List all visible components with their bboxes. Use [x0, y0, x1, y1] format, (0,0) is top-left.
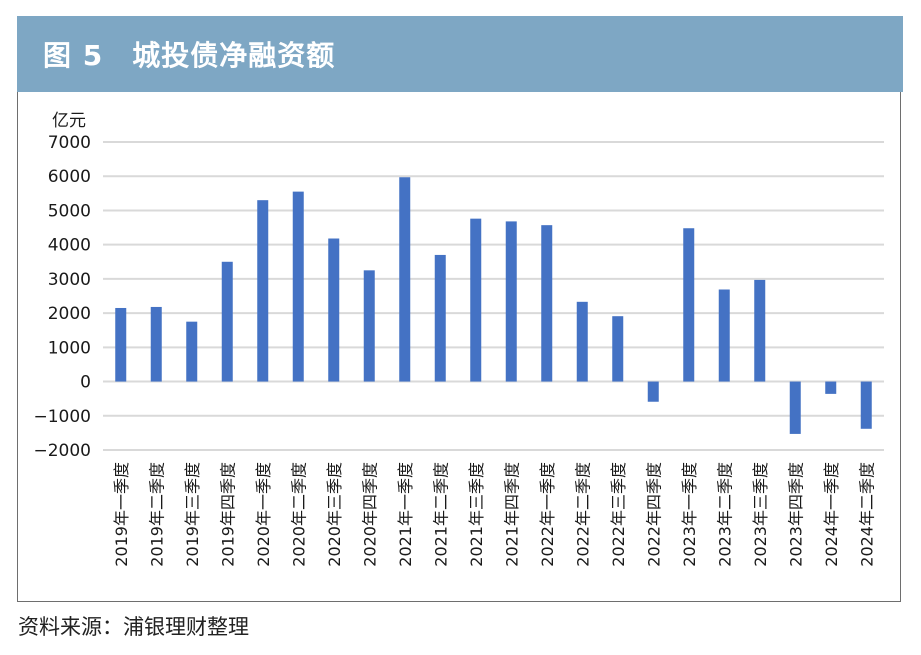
x-tick-label: 2023年一季度 — [680, 462, 699, 567]
bar — [470, 218, 482, 382]
x-tick-label: 2020年二季度 — [289, 462, 308, 567]
bar — [221, 261, 233, 382]
x-tick-label: 2022年一季度 — [538, 462, 557, 567]
bar — [718, 289, 730, 382]
gridlines — [103, 141, 884, 451]
x-tick-label: 2019年一季度 — [112, 462, 131, 567]
x-tick-label: 2022年三季度 — [609, 462, 628, 567]
bar — [150, 306, 162, 382]
bar — [328, 238, 340, 382]
x-tick-label: 2024年二季度 — [857, 462, 876, 567]
bar — [399, 177, 411, 382]
x-tick-label: 2020年三季度 — [325, 462, 344, 567]
figure-header: 图 5 城投债净融资额 — [17, 16, 903, 92]
x-tick-label: 2022年四季度 — [644, 462, 663, 567]
x-tick-label: 2021年二季度 — [431, 462, 450, 567]
bar — [257, 200, 269, 382]
bar — [754, 279, 766, 382]
y-tick-label: 5000 — [48, 201, 91, 221]
bar — [186, 321, 198, 382]
x-tick-label: 2021年一季度 — [396, 462, 415, 567]
bar — [860, 381, 872, 429]
y-tick-label: −2000 — [33, 441, 91, 461]
bar — [683, 228, 695, 382]
x-axis-labels: 2019年一季度 2019年二季度 2019年三季度 2019年四季度 2020年一季度… — [112, 462, 877, 567]
bar — [647, 381, 659, 402]
y-tick-label: 7000 — [48, 133, 91, 153]
bar — [363, 270, 375, 382]
bar — [612, 316, 624, 382]
bar — [825, 381, 837, 394]
y-tick-label: 6000 — [48, 167, 91, 187]
x-tick-label: 2024年一季度 — [822, 462, 841, 567]
bars — [115, 177, 872, 434]
bar — [541, 225, 553, 382]
y-axis-ticks: 7000 6000 5000 4000 3000 2000 1000 0 −1000 −2000 — [33, 133, 91, 461]
x-tick-label: 2020年四季度 — [360, 462, 379, 567]
y-tick-label: 2000 — [48, 304, 91, 324]
bar — [789, 381, 801, 434]
y-axis-unit-label: 亿元 — [52, 111, 86, 131]
figure-title: 图 5 城投债净融资额 — [43, 39, 336, 72]
bar — [434, 254, 446, 382]
x-tick-label: 2019年四季度 — [218, 462, 237, 567]
y-tick-label: 4000 — [48, 236, 91, 256]
x-tick-label: 2019年三季度 — [183, 462, 202, 567]
y-tick-label: 1000 — [48, 338, 91, 358]
y-tick-label: −1000 — [33, 407, 91, 427]
y-tick-label: 3000 — [48, 270, 91, 290]
x-tick-label: 2021年四季度 — [502, 462, 521, 567]
x-tick-label: 2020年一季度 — [254, 462, 273, 567]
bar — [576, 301, 588, 382]
x-tick-label: 2023年二季度 — [715, 462, 734, 567]
bar — [115, 307, 127, 382]
chart-frame — [17, 92, 901, 602]
x-tick-label: 2019年二季度 — [147, 462, 166, 567]
x-tick-label: 2021年三季度 — [467, 462, 486, 567]
y-tick-label: 0 — [80, 373, 91, 393]
x-tick-label: 2023年四季度 — [786, 462, 805, 567]
bar — [292, 191, 304, 382]
bar — [505, 221, 517, 382]
x-tick-label: 2023年三季度 — [751, 462, 770, 567]
bar-chart: 亿元 7000 6000 5000 4000 3000 2000 1000 0 −1000 −20… — [33, 111, 884, 567]
source-note: 资料来源：浦银理财整理 — [18, 615, 249, 639]
x-tick-label: 2022年二季度 — [573, 462, 592, 567]
